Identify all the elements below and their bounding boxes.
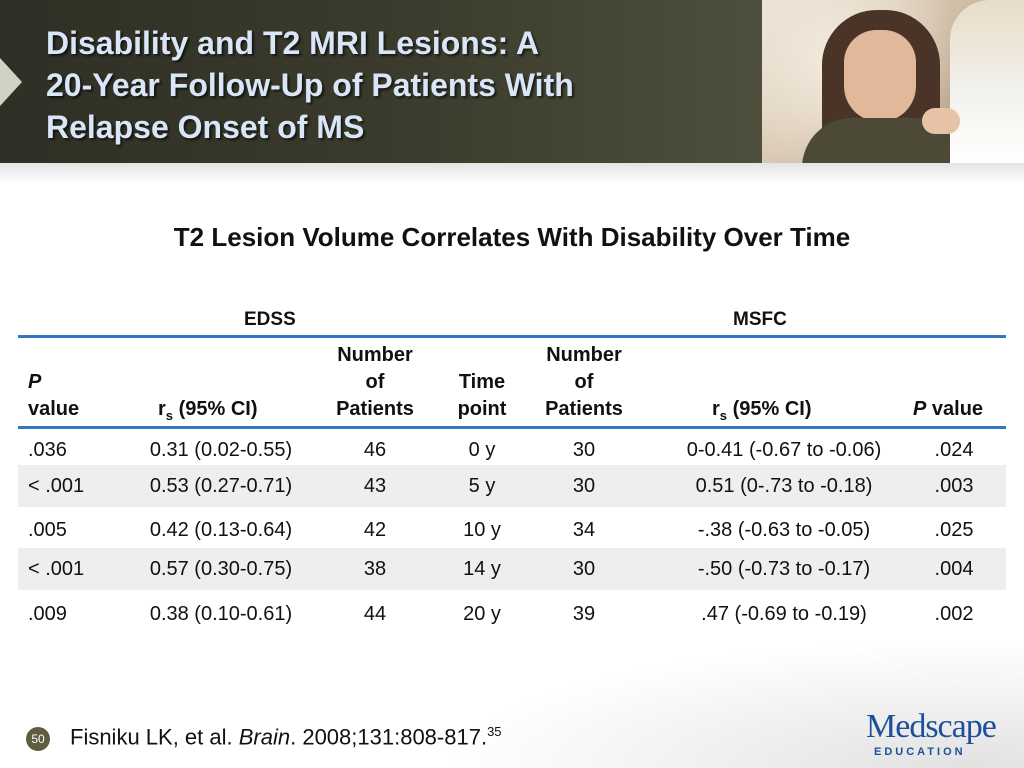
header-rule-top [18,335,1006,338]
group-label-edss: EDSS [244,309,296,330]
table-row: < .001 0.57 (0.30-0.75) 38 14 y 30 -.50 … [18,548,1006,590]
col-edss-n: Number of Patients [336,344,414,420]
col-msfc-rs: rs (95% CI) [712,398,812,423]
title-banner: Disability and T2 MRI Lesions: A 20-Year… [0,0,762,163]
table-row: .005 0.42 (0.13-0.64) 42 10 y 34 -.38 (-… [28,519,974,541]
reference-citation: Fisniku LK, et al. Brain. 2008;131:808-8… [70,724,502,750]
table-row: .036 0.31 (0.02-0.55) 46 0 y 30 0-0.41 (… [28,439,974,461]
footer-decoration [440,640,1024,768]
slide-subtitle: T2 Lesion Volume Correlates With Disabil… [173,222,851,252]
slide-title: Disability and T2 MRI Lesions: A 20-Year… [46,25,574,145]
col-time-point: Time point [457,371,507,420]
medscape-logo: Medscape EDUCATION [866,708,997,759]
col-msfc-p: P value [913,398,984,420]
table-row: < .001 0.53 (0.27-0.71) 43 5 y 30 0.51 (… [18,465,1006,507]
header-rule-bottom [18,426,1006,429]
col-edss-rs: rs (95% CI) [158,398,258,423]
col-msfc-n: Number of Patients [545,344,623,420]
header-shadow [0,163,1024,183]
header-photo [762,0,1024,163]
table-row: .009 0.38 (0.10-0.61) 44 20 y 39 .47 (-0… [28,603,974,625]
group-label-msfc: MSFC [733,309,787,330]
chevron-decoration [0,58,22,106]
slide-number-badge: 50 [26,727,50,751]
col-edss-p: P value [28,371,80,420]
